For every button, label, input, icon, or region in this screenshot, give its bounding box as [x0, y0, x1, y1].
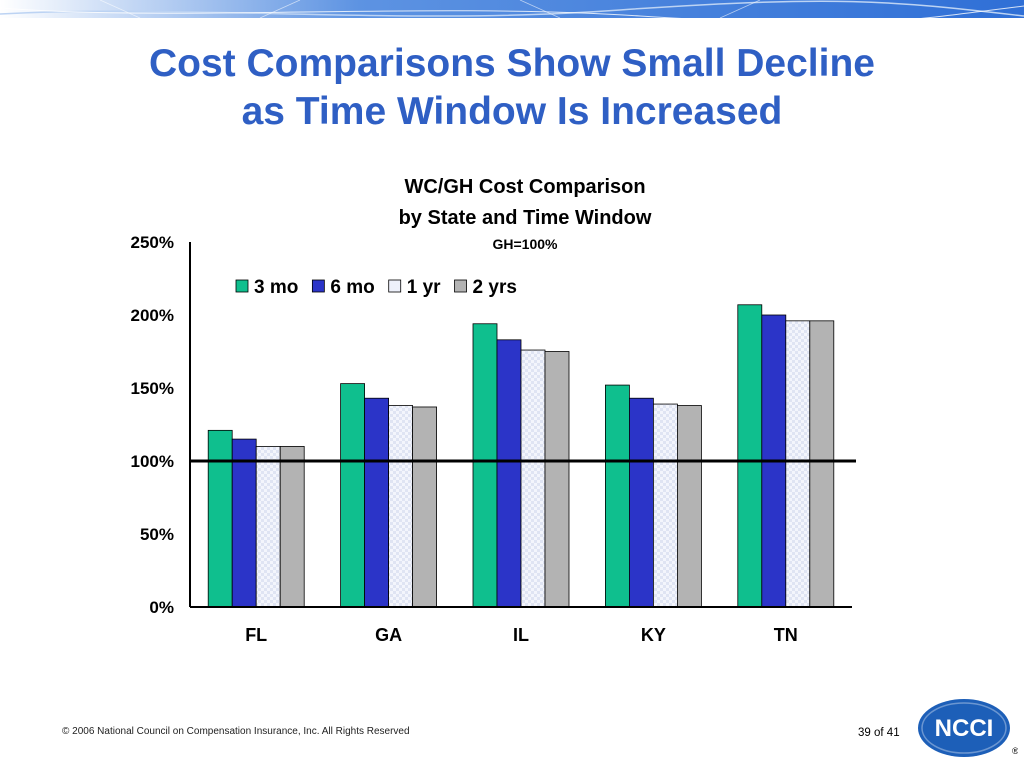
bar-ky-2-yrs — [677, 405, 702, 608]
header-banner — [0, 0, 1024, 25]
y-tick-label: 150% — [131, 379, 174, 398]
chart-title: WC/GH Cost Comparison — [404, 176, 645, 198]
y-tick-label: 250% — [131, 233, 174, 252]
ncci-logo: NCCI ® — [918, 699, 1018, 757]
slide-title-line-1: Cost Comparisons Show Small Decline — [149, 42, 875, 85]
chart-title-line-2: by State and Time Window — [399, 207, 652, 229]
bar-ky-6-mo — [629, 397, 654, 608]
y-tick-label: 100% — [131, 452, 174, 471]
bar-ky-1-yr — [653, 403, 678, 608]
x-tick-label: IL — [513, 625, 529, 645]
bar-fl-1-yr — [255, 445, 281, 608]
bars — [207, 304, 835, 608]
bar-tn-1-yr — [785, 320, 811, 608]
legend-label: 3 mo — [254, 277, 298, 298]
slide-title-line-2: as Time Window Is Increased — [241, 90, 783, 133]
chart-subtitle: GH=100% — [493, 236, 559, 252]
bar-fl-3-mo — [207, 429, 233, 608]
legend: 3 mo 6 mo 1 yr 2 yrs — [235, 277, 517, 298]
bar-ga-2-yrs — [412, 406, 438, 608]
axes — [189, 242, 856, 608]
page-separator: of — [874, 727, 884, 739]
bar-fl-2-yrs — [279, 445, 305, 608]
bar-ga-6-mo — [364, 397, 390, 608]
y-axis-ticks: 0% 50% 100% 150% 200% 250% — [131, 233, 174, 617]
bar-il-6-mo — [496, 339, 522, 608]
y-tick-label: 200% — [131, 306, 174, 325]
y-tick-label: 50% — [140, 525, 174, 544]
slide-title: Cost Comparisons Show Small Decline as T… — [40, 40, 984, 136]
page-number: 39 of 41 — [858, 727, 913, 739]
bar-il-1-yr — [520, 349, 546, 608]
legend-label: 6 mo — [330, 277, 374, 298]
logo-text: NCCI — [935, 715, 994, 742]
page-total: 41 — [886, 727, 900, 739]
legend-label: 2 yrs — [473, 277, 517, 298]
bar-ky-3-mo — [605, 384, 630, 608]
registered-mark: ® — [1012, 746, 1018, 756]
bar-ga-3-mo — [340, 383, 366, 608]
x-tick-label: GA — [375, 625, 402, 645]
bar-il-2-yrs — [544, 351, 570, 608]
x-tick-label: FL — [245, 625, 267, 645]
bar-il-3-mo — [472, 323, 498, 608]
copyright-notice: © 2006 National Council on Compensation … — [62, 726, 410, 737]
x-axis-labels: FL GA IL KY TN — [245, 625, 798, 645]
bar-tn-2-yrs — [809, 320, 835, 608]
page-current: 39 — [858, 727, 871, 739]
legend-swatch — [311, 279, 325, 293]
legend-swatch — [388, 279, 402, 293]
x-tick-label: KY — [641, 625, 666, 645]
legend-swatch — [454, 279, 467, 293]
bar-ga-1-yr — [388, 405, 414, 608]
y-tick-label: 0% — [149, 598, 174, 617]
x-tick-label: TN — [774, 625, 798, 645]
bar-tn-3-mo — [737, 304, 763, 608]
legend-swatch — [235, 279, 249, 293]
bar-fl-6-mo — [231, 438, 257, 608]
legend-label: 1 yr — [407, 277, 441, 298]
